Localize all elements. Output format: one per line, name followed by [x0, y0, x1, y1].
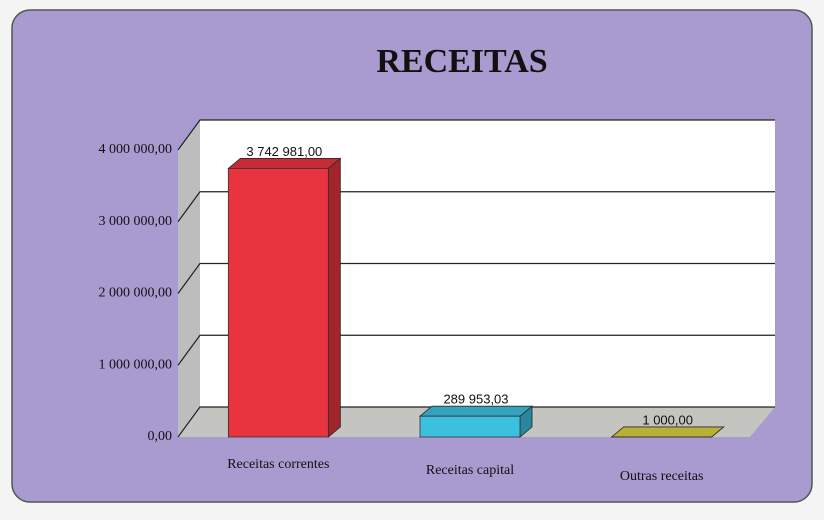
- bar-top: [612, 427, 724, 437]
- bar: [420, 416, 520, 437]
- bar-side: [328, 158, 340, 437]
- y-tick-label: 4 000 000,00: [99, 142, 173, 157]
- y-tick-label: 2 000 000,00: [99, 286, 173, 301]
- bar-top: [420, 406, 532, 416]
- data-label: 1 000,00: [642, 412, 693, 427]
- data-label: 289 953,03: [443, 392, 508, 407]
- x-tick-label: Receitas correntes: [227, 457, 329, 472]
- chart-title: RECEITAS: [376, 43, 547, 80]
- y-tick-label: 0,00: [148, 429, 173, 444]
- y-tick-label: 1 000 000,00: [99, 357, 173, 372]
- bar: [228, 168, 328, 437]
- x-tick-label: Outras receitas: [620, 469, 704, 484]
- x-tick-label: Receitas capital: [426, 463, 514, 478]
- y-tick-label: 3 000 000,00: [99, 214, 173, 229]
- bar-top: [228, 158, 340, 168]
- data-label: 3 742 981,00: [246, 144, 322, 159]
